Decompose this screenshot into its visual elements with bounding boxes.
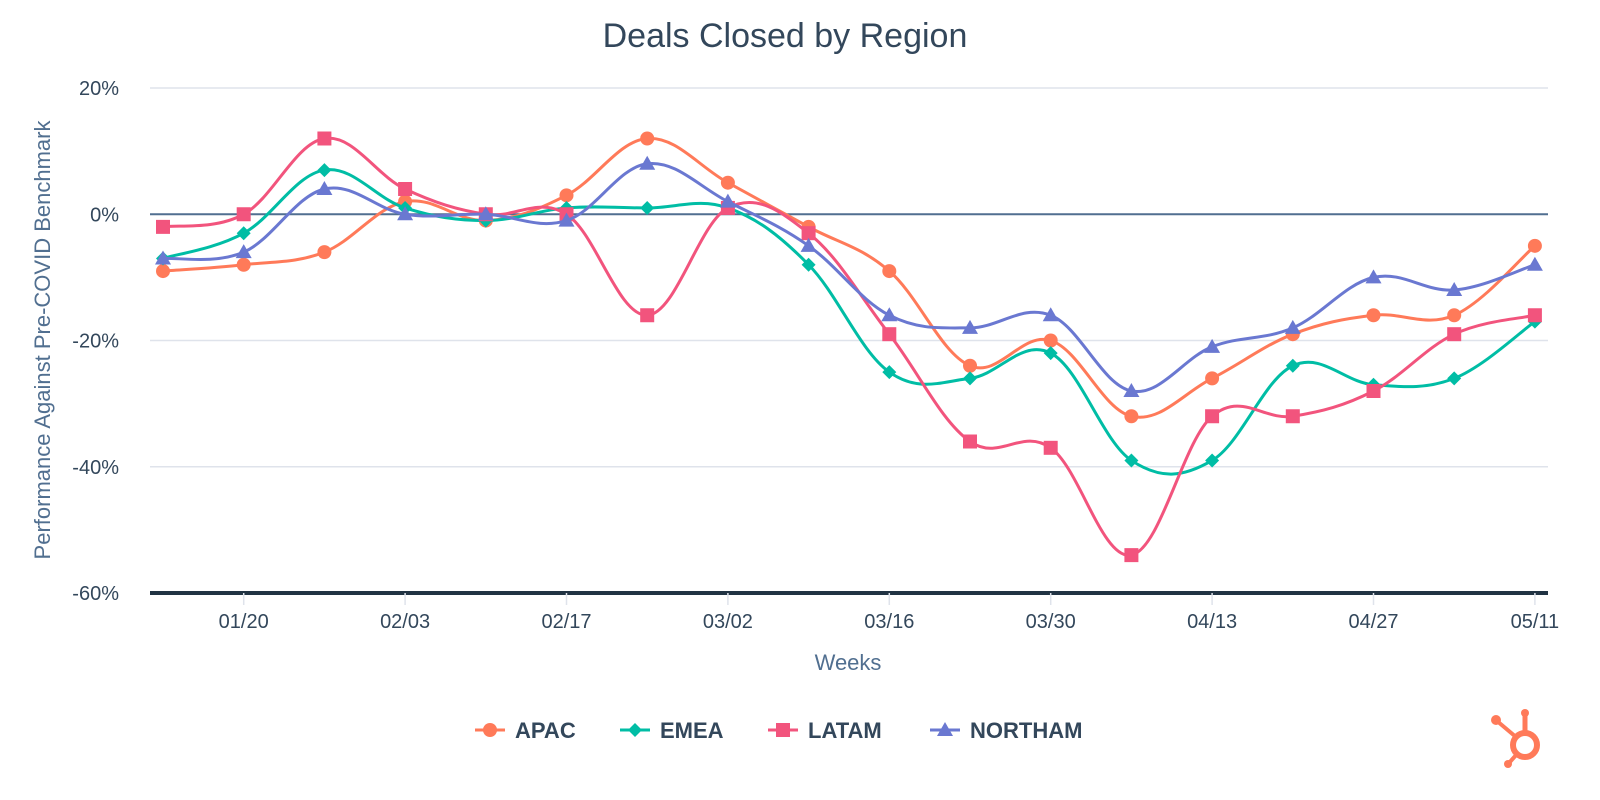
x-tick-label: 03/02 bbox=[703, 611, 753, 633]
data-point-latam bbox=[398, 182, 413, 196]
data-point-emea bbox=[801, 257, 816, 272]
data-point-emea bbox=[882, 365, 897, 380]
legend-marker-northam bbox=[937, 722, 953, 736]
data-point-northam bbox=[1123, 383, 1140, 397]
data-point-emea bbox=[640, 200, 655, 215]
y-tick-label: 20% bbox=[79, 78, 119, 100]
data-point-northam bbox=[155, 250, 171, 265]
legend-item-northam[interactable]: NORTHAM bbox=[930, 718, 1082, 743]
data-point-apac bbox=[640, 131, 655, 146]
data-point-apac bbox=[1366, 308, 1381, 323]
x-tick-label: 03/16 bbox=[864, 611, 914, 633]
data-point-latam bbox=[236, 207, 251, 222]
data-point-latam bbox=[1043, 440, 1058, 455]
data-point-northam bbox=[962, 319, 978, 334]
legend-item-latam[interactable]: LATAM bbox=[768, 718, 882, 743]
data-point-latam bbox=[640, 308, 655, 323]
data-point-latam bbox=[1205, 409, 1220, 424]
chart-title: Deals Closed by Region bbox=[603, 17, 968, 55]
data-point-apac bbox=[156, 264, 170, 279]
data-point-latam bbox=[1447, 327, 1462, 342]
data-point-northam bbox=[558, 212, 575, 227]
y-tick-label: 0% bbox=[90, 204, 119, 226]
x-tick-label: 04/13 bbox=[1187, 611, 1237, 633]
data-point-emea bbox=[236, 226, 251, 241]
data-point-northam bbox=[639, 155, 656, 170]
legend-marker-latam bbox=[776, 723, 790, 737]
hubspot-sprocket-icon bbox=[1491, 709, 1540, 768]
x-tick-label: 03/30 bbox=[1026, 611, 1076, 633]
data-point-apac bbox=[963, 358, 977, 373]
data-point-northam bbox=[316, 181, 333, 195]
legend-label: LATAM bbox=[808, 718, 882, 743]
data-point-latam bbox=[963, 434, 977, 449]
data-point-latam bbox=[882, 327, 897, 342]
data-point-emea bbox=[1447, 371, 1462, 386]
legend-label: EMEA bbox=[660, 718, 724, 743]
x-axis-ticks: 01/20 02/03 02/17 03/02 03/16 03/30 04/13 04/27… bbox=[219, 593, 1560, 633]
data-point-apac bbox=[317, 245, 332, 260]
data-point-apac bbox=[1205, 371, 1220, 386]
y-tick-label: -40% bbox=[72, 457, 119, 479]
data-point-emea bbox=[1124, 453, 1139, 468]
data-point-northam bbox=[1446, 282, 1463, 296]
data-point-apac bbox=[236, 257, 251, 272]
data-point-northam bbox=[719, 193, 736, 208]
data-point-emea bbox=[1043, 346, 1058, 361]
data-point-latam bbox=[801, 226, 816, 241]
data-point-emea bbox=[1285, 358, 1300, 373]
legend-item-emea[interactable]: EMEA bbox=[620, 718, 724, 743]
data-point-apac bbox=[1124, 409, 1139, 424]
series-emea bbox=[156, 163, 1542, 476]
data-point-apac bbox=[1043, 333, 1058, 348]
legend-marker-apac bbox=[483, 723, 497, 737]
series-northam bbox=[155, 155, 1543, 397]
x-axis-title: Weeks bbox=[815, 650, 882, 675]
x-tick-label: 05/11 bbox=[1511, 611, 1560, 633]
data-point-northam bbox=[477, 206, 494, 221]
legend: APAC EMEA LATAM NORTHAM bbox=[475, 718, 1082, 743]
data-point-latam bbox=[317, 131, 332, 146]
data-point-latam bbox=[1285, 409, 1300, 424]
data-point-apac bbox=[882, 264, 897, 279]
x-tick-label: 01/20 bbox=[219, 611, 269, 633]
data-point-apac bbox=[559, 188, 574, 203]
x-tick-label: 02/17 bbox=[541, 611, 591, 633]
data-point-apac bbox=[720, 175, 735, 190]
legend-marker-emea bbox=[628, 723, 642, 737]
data-point-northam bbox=[881, 307, 898, 322]
data-point-latam bbox=[156, 219, 170, 234]
y-tick-label: -20% bbox=[72, 331, 119, 353]
data-point-northam bbox=[1365, 269, 1382, 284]
data-point-emea bbox=[1205, 453, 1220, 468]
y-axis-ticks: 20% 0% -20% -40% -60% bbox=[72, 78, 119, 605]
x-tick-label: 04/27 bbox=[1348, 611, 1398, 633]
data-point-northam bbox=[800, 237, 817, 252]
series-layer bbox=[155, 131, 1543, 563]
data-point-northam bbox=[1284, 319, 1301, 334]
legend-label: APAC bbox=[515, 718, 576, 743]
x-tick-label: 02/03 bbox=[380, 611, 430, 633]
data-point-latam bbox=[1366, 384, 1381, 398]
data-point-emea bbox=[317, 163, 332, 178]
data-point-northam bbox=[1204, 338, 1221, 353]
data-point-northam bbox=[1042, 307, 1059, 322]
legend-item-apac[interactable]: APAC bbox=[475, 718, 576, 743]
y-tick-label: -60% bbox=[72, 583, 119, 605]
data-point-emea bbox=[963, 371, 977, 386]
data-point-latam bbox=[1527, 308, 1542, 323]
data-point-apac bbox=[1527, 238, 1542, 253]
data-point-northam bbox=[235, 244, 252, 259]
data-point-latam bbox=[1124, 548, 1139, 563]
data-point-northam bbox=[1526, 256, 1543, 271]
y-axis-title: Performance Against Pre-COVID Benchmark bbox=[30, 120, 55, 560]
legend-label: NORTHAM bbox=[970, 718, 1082, 743]
data-point-northam bbox=[397, 206, 414, 221]
data-point-apac bbox=[1447, 308, 1462, 323]
y-gridlines bbox=[150, 87, 1548, 595]
